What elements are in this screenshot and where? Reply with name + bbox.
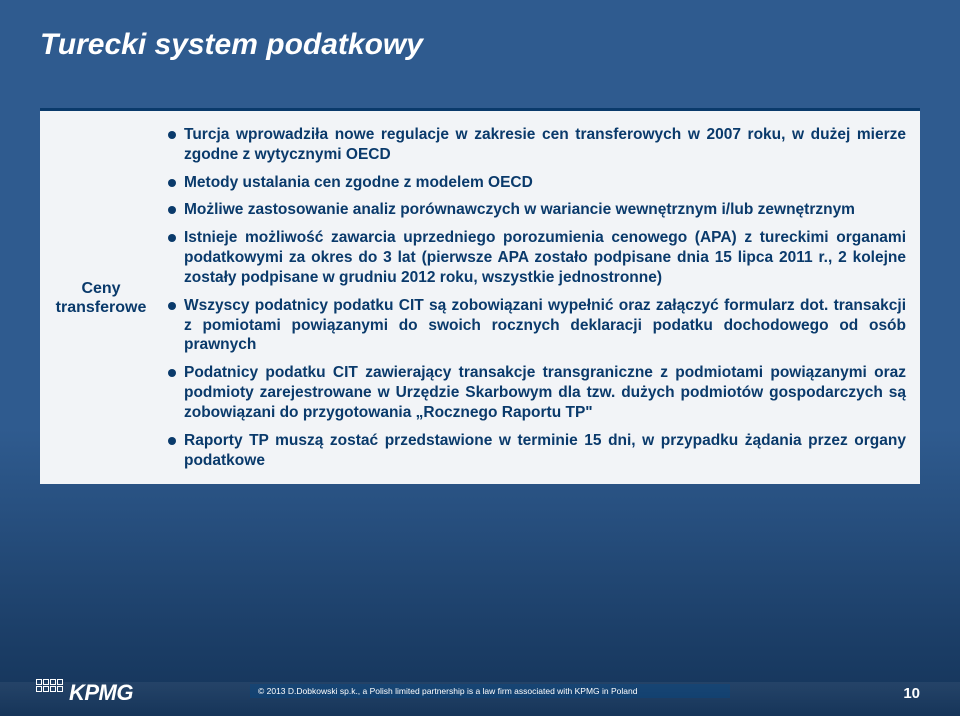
- bullet-item: Istnieje możliwość zawarcia uprzedniego …: [166, 228, 906, 287]
- logo-text: KPMG: [69, 680, 133, 706]
- bullet-item: Podatnicy podatku CIT zawierający transa…: [166, 363, 906, 422]
- section-label: Ceny transferowe: [46, 279, 156, 317]
- bullets-column: Turcja wprowadziła nowe regulacje w zakr…: [162, 111, 920, 484]
- bullet-item: Wszyscy podatnicy podatku CIT są zobowią…: [166, 296, 906, 355]
- section-label-column: Ceny transferowe: [40, 111, 162, 484]
- slide-title: Turecki system podatkowy: [40, 28, 423, 62]
- slide: Turecki system podatkowy Ceny transferow…: [0, 0, 960, 716]
- copyright-text: © 2013 D.Dobkowski sp.k., a Polish limit…: [258, 686, 637, 696]
- copyright-bar: © 2013 D.Dobkowski sp.k., a Polish limit…: [250, 684, 730, 698]
- content-box: Ceny transferowe Turcja wprowadziła nowe…: [40, 108, 920, 484]
- logo-blocks-icon: [36, 679, 63, 692]
- bullet-item: Raporty TP muszą zostać przedstawione w …: [166, 431, 906, 471]
- page-number: 10: [903, 685, 920, 702]
- bullet-item: Możliwe zastosowanie analiz porównawczyc…: [166, 200, 906, 220]
- footer: KPMG © 2013 D.Dobkowski sp.k., a Polish …: [0, 672, 960, 716]
- bullet-list: Turcja wprowadziła nowe regulacje w zakr…: [166, 125, 906, 470]
- kpmg-logo: KPMG: [36, 679, 133, 706]
- bullet-item: Metody ustalania cen zgodne z modelem OE…: [166, 173, 906, 193]
- bullet-item: Turcja wprowadziła nowe regulacje w zakr…: [166, 125, 906, 165]
